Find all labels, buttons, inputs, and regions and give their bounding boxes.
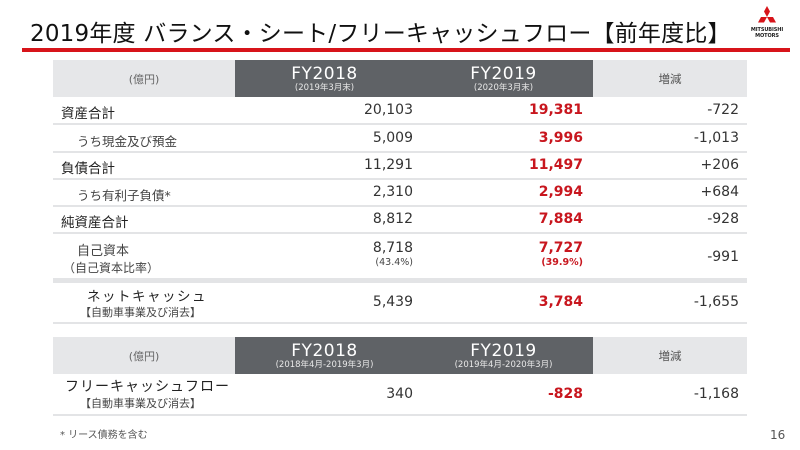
table-row-net-cash: ネットキャッシュ 【自動車事業及び消去】 5,439 3,784 -1,655 xyxy=(53,283,747,324)
table-row-total-assets: 資産合計 20,103 19,381 -722 xyxy=(53,97,747,125)
title-underline xyxy=(22,48,790,52)
table-header: (億円) FY2018 (2018年4月-2019年3月) FY2019 (20… xyxy=(53,337,747,374)
fcf-scope-label: 【自動車事業及び消去】 xyxy=(80,397,201,410)
mitsubishi-motors-logo: MITSUBISHI MOTORS xyxy=(749,6,785,42)
table-header: (億円) FY2018 (2019年3月末) FY2019 (2020年3月末)… xyxy=(53,60,747,97)
logo-text-mitsubishi: MITSUBISHI xyxy=(750,27,784,33)
page-title: 2019年度 バランス・シート/フリーキャッシュフロー【前年度比】 xyxy=(30,21,731,47)
column-header-fy2018: FY2018 (2019年3月末) xyxy=(291,63,358,93)
equity-ratio-label: （自己資本比率） xyxy=(63,261,160,275)
fiscal-year-header-band xyxy=(235,60,593,97)
page-number: 16 xyxy=(770,428,786,442)
equity-ratio-fy2018: (43.4%) xyxy=(375,257,413,268)
column-header-fy2018: FY2018 (2018年4月-2019年3月) xyxy=(275,340,374,370)
table-row-equity: 自己資本 （自己資本比率） 8,718 (43.4%) 7,727 (39.9%… xyxy=(53,234,747,283)
three-diamonds-icon xyxy=(758,6,776,23)
equity-ratio-fy2019: (39.9%) xyxy=(541,257,583,268)
table-row-net-assets: 純資産合計 8,812 7,884 -928 xyxy=(53,207,747,234)
fiscal-year-header-band xyxy=(235,337,593,374)
table-row-cash-deposits: うち現金及び預金 5,009 3,996 -1,013 xyxy=(53,125,747,153)
table-row-total-liabilities: 負債合計 11,291 11,497 +206 xyxy=(53,153,747,180)
table-row-interest-bearing-debt: うち有利子負債* 2,310 2,994 +684 xyxy=(53,180,747,207)
column-header-diff: 増減 xyxy=(658,71,682,86)
balance-sheet-table: (億円) FY2018 (2019年3月末) FY2019 (2020年3月末)… xyxy=(53,60,747,324)
table-row-free-cash-flow: フリーキャッシュフロー 【自動車事業及び消去】 340 -828 -1,168 xyxy=(53,374,747,416)
column-header-diff: 増減 xyxy=(658,348,682,363)
logo-text-motors: MOTORS xyxy=(755,32,779,39)
footnote: * リース債務を含む xyxy=(60,430,148,441)
column-header-fy2019: FY2019 (2019年4月-2020年3月) xyxy=(454,340,553,370)
unit-label: (億円) xyxy=(128,349,160,363)
column-header-fy2019: FY2019 (2020年3月末) xyxy=(470,63,537,93)
net-cash-scope-label: 【自動車事業及び消去】 xyxy=(80,306,201,319)
unit-label: (億円) xyxy=(128,72,160,86)
free-cash-flow-table: (億円) FY2018 (2018年4月-2019年3月) FY2019 (20… xyxy=(53,337,747,416)
